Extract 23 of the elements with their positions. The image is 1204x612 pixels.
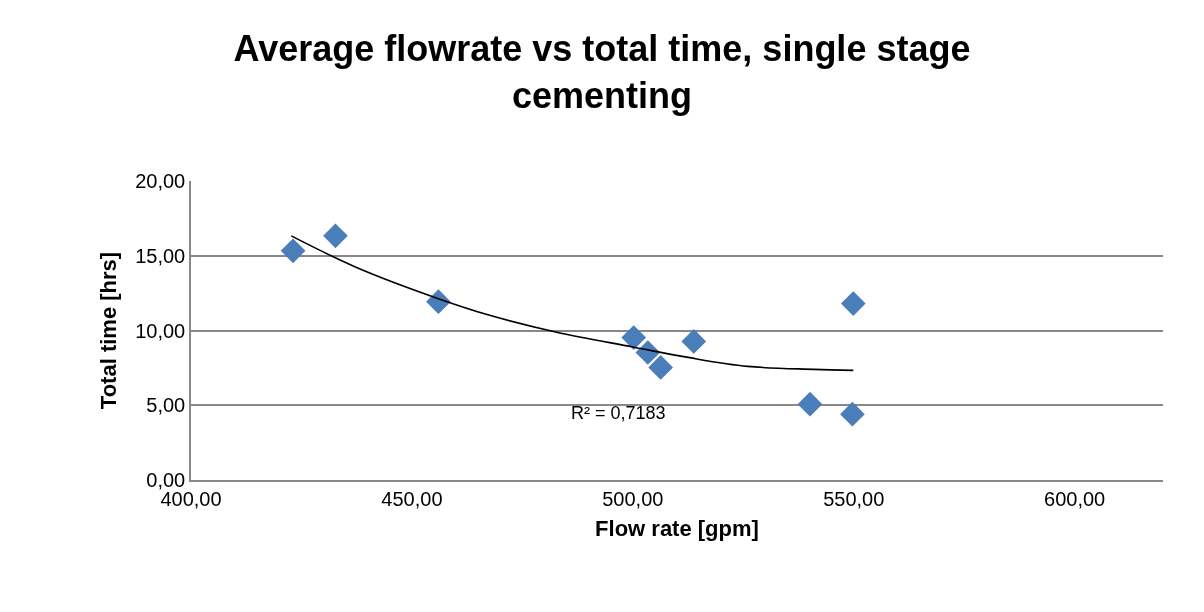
- point: [840, 401, 865, 427]
- y-tick-label: 20,00: [135, 170, 186, 192]
- x-tick-label: 450,00: [381, 487, 443, 510]
- point: [681, 329, 707, 354]
- point: [648, 355, 673, 380]
- x-tick-label: 500,00: [602, 487, 664, 510]
- point: [426, 289, 451, 314]
- point: [797, 391, 823, 417]
- y-axis-title: Total time [hrs]: [96, 251, 122, 410]
- y-tick-label: 0,00: [146, 469, 186, 491]
- y-tick-label: 10,00: [135, 319, 186, 342]
- point: [840, 291, 866, 316]
- point: [621, 325, 647, 350]
- x-axis-title: Flow rate [gpm]: [595, 516, 759, 542]
- line-series: [290, 235, 855, 372]
- point: [323, 223, 348, 249]
- annotation: R² = 0,7183: [571, 403, 666, 423]
- y-tick-label: 5,00: [146, 394, 186, 417]
- y-tick-label: 15,00: [135, 244, 186, 267]
- chart-title: Average flowrate vs total time, single stage cementing: [233, 28, 971, 116]
- x-tick-label: 550,00: [823, 487, 885, 510]
- x-tick-label: 600,00: [1044, 487, 1106, 510]
- point: [280, 238, 306, 264]
